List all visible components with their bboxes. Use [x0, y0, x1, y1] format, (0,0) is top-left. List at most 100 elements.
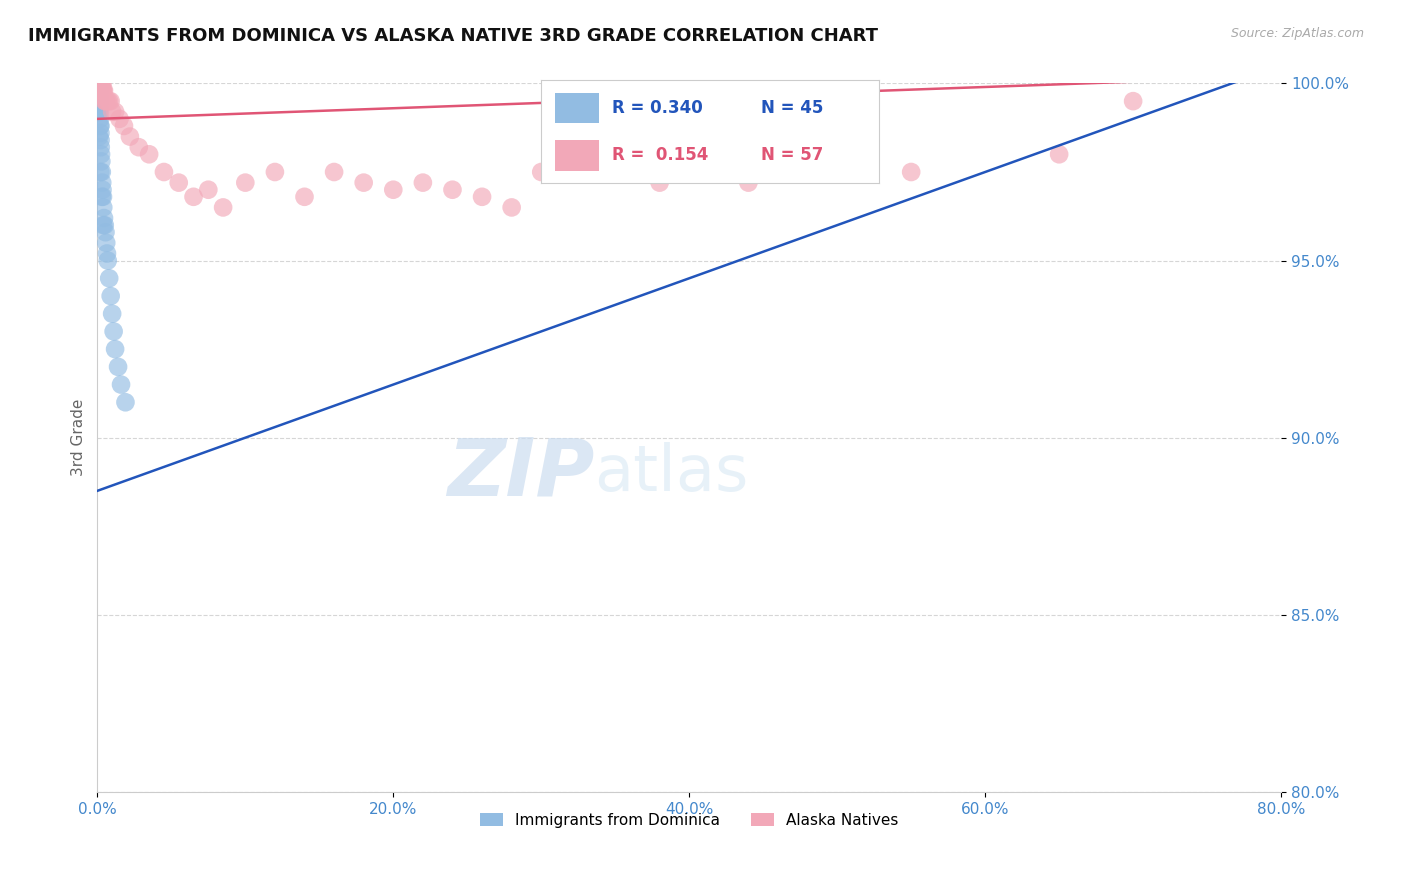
Point — [87, 83, 110, 97]
Point — [89, 126, 111, 140]
Text: IMMIGRANTS FROM DOMINICA VS ALASKA NATIVE 3RD GRADE CORRELATION CHART: IMMIGRANTS FROM DOMINICA VS ALASKA NATIV… — [28, 27, 879, 45]
Text: ZIP: ZIP — [447, 434, 595, 512]
Point — [589, 165, 612, 179]
Point — [153, 165, 176, 179]
Point — [107, 359, 129, 374]
Point — [98, 271, 121, 285]
Point — [108, 112, 131, 126]
Legend: Immigrants from Dominica, Alaska Natives: Immigrants from Dominica, Alaska Natives — [474, 806, 904, 834]
Point — [87, 77, 110, 91]
Point — [90, 154, 112, 169]
Point — [91, 176, 114, 190]
Point — [91, 183, 114, 197]
Point — [412, 176, 434, 190]
Point — [98, 94, 121, 108]
Point — [183, 190, 205, 204]
Point — [101, 104, 124, 119]
Point — [294, 190, 316, 204]
Point — [96, 246, 118, 260]
Point — [94, 94, 117, 108]
Point — [1122, 94, 1144, 108]
Point — [441, 183, 464, 197]
Point — [766, 165, 789, 179]
Point — [89, 77, 111, 91]
Text: N = 45: N = 45 — [761, 99, 823, 117]
Point — [112, 119, 135, 133]
Point — [87, 83, 110, 97]
Point — [382, 183, 405, 197]
Point — [90, 147, 112, 161]
Point — [93, 211, 115, 225]
Point — [89, 165, 111, 179]
Point — [94, 94, 117, 108]
Point — [118, 129, 141, 144]
Text: R = 0.340: R = 0.340 — [612, 99, 703, 117]
Point — [91, 83, 114, 97]
Point — [91, 201, 114, 215]
Text: N = 57: N = 57 — [761, 146, 823, 164]
Point — [138, 147, 160, 161]
Text: R =  0.154: R = 0.154 — [612, 146, 709, 164]
Point — [114, 395, 136, 409]
Point — [93, 83, 115, 97]
Point — [89, 90, 111, 104]
Point — [264, 165, 287, 179]
Point — [89, 119, 111, 133]
Point — [89, 83, 111, 97]
Point — [90, 190, 112, 204]
Point — [89, 129, 111, 144]
Point — [89, 83, 111, 97]
Point — [87, 104, 110, 119]
Point — [91, 218, 114, 232]
Point — [110, 377, 132, 392]
Point — [100, 94, 122, 108]
Y-axis label: 3rd Grade: 3rd Grade — [72, 399, 86, 476]
Text: atlas: atlas — [595, 442, 749, 504]
Point — [87, 77, 110, 91]
Point — [87, 83, 110, 97]
Text: Source: ZipAtlas.com: Source: ZipAtlas.com — [1230, 27, 1364, 40]
Point — [89, 112, 111, 126]
Point — [530, 165, 553, 179]
Point — [90, 77, 112, 91]
Point — [90, 165, 112, 179]
Bar — [555, 140, 599, 170]
Point — [90, 83, 112, 97]
Point — [501, 201, 523, 215]
Point — [1047, 147, 1070, 161]
Point — [90, 83, 112, 97]
Point — [825, 154, 848, 169]
Point — [103, 325, 125, 339]
Point — [89, 83, 111, 97]
Bar — [555, 93, 599, 123]
Point — [87, 77, 110, 91]
Point — [89, 83, 111, 97]
Point — [471, 190, 494, 204]
Point — [678, 154, 700, 169]
Point — [91, 190, 114, 204]
Point — [648, 176, 671, 190]
Point — [737, 176, 759, 190]
Point — [101, 307, 124, 321]
Point — [87, 77, 110, 91]
Point — [89, 94, 111, 108]
Point — [89, 77, 111, 91]
Point — [90, 83, 112, 97]
Point — [89, 119, 111, 133]
Point — [233, 176, 256, 190]
Point — [900, 165, 922, 179]
Point — [353, 176, 375, 190]
Point — [89, 104, 111, 119]
Point — [91, 77, 114, 91]
Point — [96, 235, 118, 250]
Point — [94, 225, 117, 239]
Point — [212, 201, 235, 215]
Point — [104, 104, 127, 119]
Point — [87, 77, 110, 91]
Point — [323, 165, 346, 179]
Point — [91, 83, 114, 97]
Point — [87, 94, 110, 108]
Point — [91, 83, 114, 97]
Point — [94, 218, 117, 232]
Point — [560, 154, 582, 169]
